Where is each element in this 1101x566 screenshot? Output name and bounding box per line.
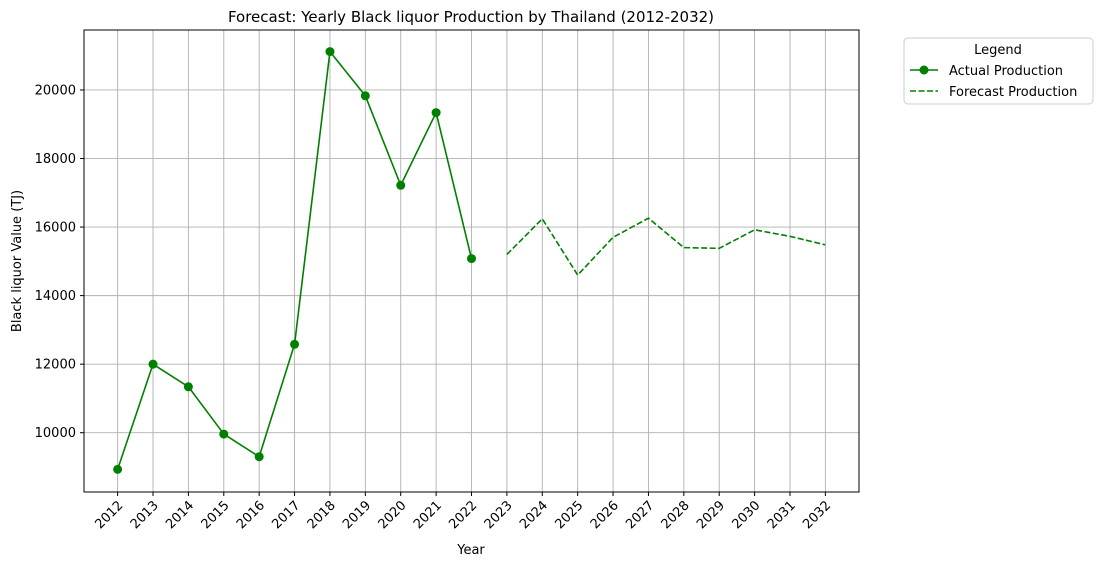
- y-tick-label: 10000: [35, 426, 76, 441]
- legend-label-forecast: Forecast Production: [949, 85, 1077, 100]
- chart-title: Forecast: Yearly Black liquor Production…: [228, 8, 714, 26]
- y-axis-label: Black liquor Value (TJ): [10, 190, 25, 332]
- legend-title: Legend: [974, 43, 1022, 58]
- data-point-marker: [467, 254, 476, 264]
- y-tick-label: 12000: [35, 358, 76, 373]
- data-point-marker: [148, 359, 158, 369]
- series-layer: [113, 47, 826, 474]
- data-point-marker: [325, 47, 335, 57]
- legend-marker-actual: [919, 65, 929, 75]
- y-tick-label: 14000: [35, 289, 76, 304]
- legend-box: [903, 37, 1094, 105]
- series-line-forecast: [506, 217, 826, 276]
- data-point-marker: [254, 452, 264, 462]
- legend: Legend Actual Production Forecast Produc…: [903, 37, 1094, 105]
- data-point-marker: [113, 464, 123, 474]
- data-point-marker: [183, 382, 193, 392]
- y-tick-label: 16000: [35, 221, 76, 236]
- x-axis-label: Year: [456, 543, 485, 558]
- y-tick-label: 18000: [35, 152, 76, 167]
- legend-label-actual: Actual Production: [949, 64, 1063, 79]
- data-point-marker: [431, 108, 441, 118]
- data-point-marker: [396, 180, 406, 190]
- y-tick-label: 20000: [35, 83, 76, 98]
- data-point-marker: [360, 91, 370, 101]
- data-point-marker: [219, 429, 229, 439]
- data-point-marker: [290, 339, 300, 349]
